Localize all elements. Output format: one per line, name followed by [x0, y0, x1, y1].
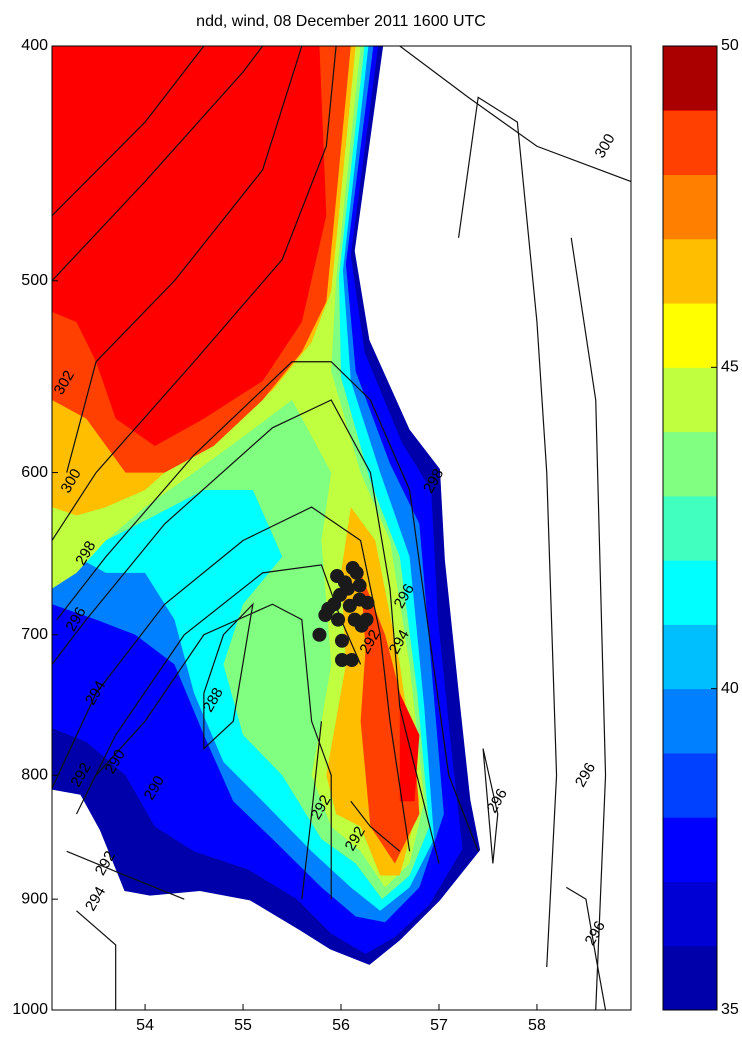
colorbar-tick-label: 35	[721, 1001, 739, 1018]
colorbar-frame	[662, 45, 718, 1011]
theta-contour	[76, 910, 117, 1010]
plot-content: 3023003002982982962962962962962942942942…	[52, 46, 631, 1010]
x-tick-label: 57	[430, 1017, 448, 1034]
theta-contour	[52, 506, 411, 852]
colorbar-band	[663, 560, 717, 625]
y-tick-label: 1000	[12, 1001, 48, 1018]
contour-label: 296	[572, 760, 599, 790]
theta-contour	[399, 46, 631, 183]
observation-point	[359, 612, 374, 627]
theta-contour	[350, 800, 401, 852]
y-tick-label: 800	[21, 766, 48, 783]
plot-area: 3023003002982982962962962962962942942942…	[12, 37, 632, 1034]
colorbar-band	[663, 881, 717, 947]
y-tick-label: 600	[21, 464, 48, 481]
contour-label: 300	[591, 131, 618, 161]
observation-point	[352, 578, 367, 593]
colorbar-band	[663, 46, 717, 111]
observation-point	[331, 612, 346, 627]
theta-contour	[52, 46, 205, 217]
observation-point	[334, 633, 349, 648]
y-tick-label: 700	[21, 626, 48, 643]
colorbar-band	[663, 238, 717, 304]
colorbar-band	[663, 817, 717, 882]
theta-contour	[52, 46, 264, 282]
observation-point	[349, 565, 364, 580]
y-tick-label: 500	[21, 272, 48, 289]
observation-point	[318, 608, 333, 623]
colorbar-band	[663, 303, 717, 368]
colorbar-band	[663, 495, 717, 561]
colorbar-band	[663, 431, 717, 497]
theta-contour	[66, 850, 185, 900]
contour-label: 294	[82, 884, 109, 914]
colorbar-band	[663, 945, 717, 1011]
observation-point	[360, 595, 375, 610]
colorbar-band	[663, 367, 717, 433]
theta-contour	[457, 96, 558, 968]
colorbar-tick-label: 40	[721, 680, 739, 697]
colorbar-band	[663, 752, 717, 818]
colorbar: 35 40 45 50	[662, 37, 739, 1018]
colorbar-band	[663, 174, 717, 240]
theta-contour	[66, 46, 303, 473]
theta-contour	[482, 748, 499, 864]
theta-contour	[52, 399, 440, 864]
colorbar-band	[663, 110, 717, 176]
observation-point	[344, 652, 359, 667]
colorbar-tick-label: 50	[721, 37, 739, 54]
x-tick-label: 55	[234, 1017, 252, 1034]
y-tick-label: 400	[21, 37, 48, 54]
x-tick-label: 54	[136, 1017, 154, 1034]
contour-label: 296	[582, 918, 609, 948]
x-tick-label: 58	[528, 1017, 546, 1034]
colorbar-band	[663, 688, 717, 754]
theta-contour	[570, 237, 607, 1010]
theta-contour	[203, 602, 254, 750]
observation-point	[334, 652, 349, 667]
colorbar-band	[663, 624, 717, 690]
y-tick-label: 900	[21, 890, 48, 907]
theta-contour	[301, 721, 323, 900]
theta-contour	[95, 603, 332, 900]
x-tick-label: 56	[332, 1017, 350, 1034]
theta-contour	[52, 46, 337, 541]
colorbar-tick-label: 45	[721, 359, 739, 376]
theta-contour	[56, 361, 479, 852]
theta-contour	[566, 886, 607, 1010]
chart-title: ndd, wind, 08 December 2011 1600 UTC	[196, 13, 486, 30]
contour-label: 296	[484, 786, 511, 816]
observation-point	[312, 627, 327, 642]
